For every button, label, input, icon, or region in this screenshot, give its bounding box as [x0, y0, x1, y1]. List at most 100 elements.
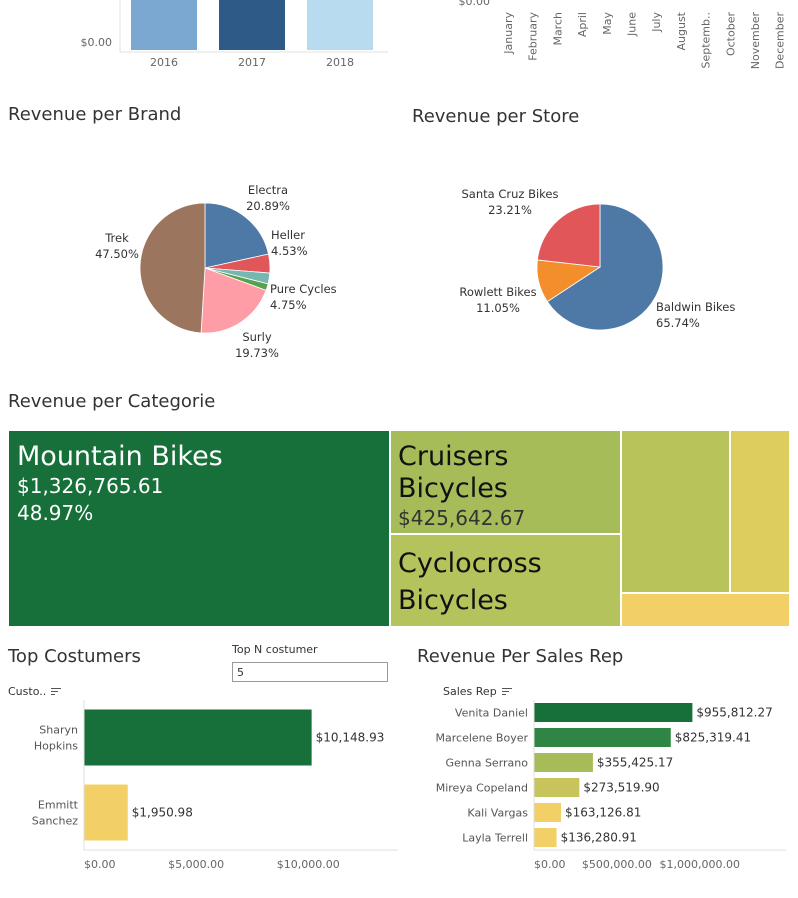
bar-value-label: $825,319.41	[675, 731, 751, 745]
month-tick-label: December	[774, 12, 787, 70]
top-n-filter-input[interactable]	[232, 662, 388, 682]
bar-value-label: $273,519.90	[583, 781, 659, 795]
month-tick-label: August	[675, 11, 688, 50]
top-n-filter-label: Top N costumer	[232, 643, 318, 656]
month-y-tick-label: $0.00	[459, 0, 491, 8]
x-tick-label: $0.00	[84, 858, 116, 871]
treemap-cell-percent: 48.97%	[17, 501, 94, 525]
bar[interactable]	[534, 828, 557, 847]
category-label: Emmitt	[38, 799, 79, 812]
month-tick-label: June	[626, 12, 639, 37]
year-tick-label: 2018	[326, 56, 354, 69]
bar[interactable]	[534, 728, 671, 747]
sales-rep-sort-header[interactable]: Sales Rep	[443, 685, 512, 698]
x-tick-label: $10,000.00	[277, 858, 340, 871]
x-tick-label: $1,000,000.00	[659, 858, 739, 871]
customers-header-label: Custo..	[8, 685, 47, 698]
sales-rep-header-label: Sales Rep	[443, 685, 497, 698]
treemap-cell-mountain-bikes[interactable]: Mountain Bikes $1,326,765.61 48.97%	[8, 430, 390, 627]
pie-slice-label: Heller	[271, 228, 305, 242]
pie-slice-label: Rowlett Bikes	[459, 285, 536, 299]
pie-slice-label: Trek	[104, 231, 129, 245]
brand-pie-chart[interactable]: Electra 20.89% Heller 4.53% Pure Cycles 4.75%…	[0, 150, 400, 380]
treemap-cell-name: Cruisers Bicycles	[398, 441, 509, 504]
category-label: Sharyn	[39, 724, 78, 737]
pie-slice-percent: 4.53%	[271, 244, 308, 258]
customers-bar-chart[interactable]: $10,148.93 Sharyn Hopkins $1,950.98 Emmitt Sa…	[0, 700, 400, 880]
pie-slice[interactable]	[139, 202, 206, 334]
x-tick-label: $5,000.00	[168, 858, 224, 871]
category-label: Mireya Copeland	[436, 782, 528, 795]
year-tick-label: 2017	[238, 56, 266, 69]
category-label: Hopkins	[34, 740, 78, 753]
category-label: Genna Serrano	[445, 757, 528, 770]
month-tick-label: March	[551, 12, 564, 46]
year-tick-label: 2016	[150, 56, 178, 69]
year-bar-chart: $0.00 2016 2017 2018	[81, 0, 388, 69]
customers-chart-title: Top Costumers	[8, 646, 141, 667]
bar[interactable]	[84, 709, 312, 766]
month-line-chart: $0.00 January February March April May June Ju…	[459, 0, 787, 70]
sales-rep-chart-title: Revenue Per Sales Rep	[417, 646, 624, 667]
pie-slice-label: Surly	[242, 330, 272, 344]
treemap-cell-cruisers-bicycles[interactable]: Cruisers Bicycles $425,642.67	[390, 430, 621, 534]
category-label: Kali Vargas	[467, 807, 528, 820]
x-tick-label: $500,000.00	[582, 858, 652, 871]
year-bar[interactable]	[219, 0, 285, 50]
category-label: Venita Daniel	[455, 707, 528, 720]
treemap-cell-unlabeled-2[interactable]	[730, 430, 790, 593]
x-tick-label: $0.00	[534, 858, 566, 871]
store-pie-chart[interactable]: Baldwin Bikes 65.74% Rowlett Bikes 11.05% Sa…	[400, 150, 798, 380]
bar-value-label: $355,425.17	[597, 756, 673, 770]
year-bar[interactable]	[131, 0, 197, 50]
treemap-cell-value: $425,642.67	[398, 506, 526, 530]
brand-chart-title: Revenue per Brand	[8, 104, 182, 125]
bar[interactable]	[534, 803, 562, 822]
bar[interactable]	[84, 784, 128, 841]
treemap-cell-name: Mountain Bikes	[17, 441, 223, 472]
sales-rep-bar-chart[interactable]: $955,812.27 Venita Daniel $825,319.41 Marce…	[400, 700, 798, 880]
pie-slice-percent: 4.75%	[270, 298, 307, 312]
bar-value-label: $955,812.27	[696, 706, 772, 720]
bar[interactable]	[534, 753, 593, 772]
category-chart-title: Revenue per Categorie	[8, 391, 216, 412]
store-chart-title: Revenue per Store	[412, 106, 580, 127]
month-tick-label: May	[601, 12, 614, 35]
category-label: Sanchez	[32, 815, 78, 828]
customers-sort-header[interactable]: Custo..	[8, 685, 62, 698]
year-bar[interactable]	[307, 0, 373, 50]
month-tick-label: April	[576, 12, 589, 37]
month-tick-label: Septemb..	[700, 12, 713, 69]
treemap-cell-name: Cyclocross Bicycles	[398, 548, 542, 616]
month-tick-label: January	[502, 12, 515, 55]
sort-icon[interactable]	[51, 687, 62, 696]
pie-slice-percent: 11.05%	[476, 301, 520, 315]
treemap-cell-value: $1,326,765.61	[17, 474, 164, 498]
treemap-cell-unlabeled-3[interactable]	[621, 593, 790, 627]
pie-slice-percent: 65.74%	[656, 316, 700, 330]
month-tick-label: February	[527, 12, 540, 61]
bar-value-label: $136,280.91	[561, 831, 637, 845]
bar-value-label: $1,950.98	[132, 806, 193, 820]
bar[interactable]	[534, 778, 580, 797]
bar-value-label: $10,148.93	[316, 731, 385, 745]
year-y-tick-label: $0.00	[81, 36, 113, 49]
pie-slice[interactable]	[200, 267, 267, 334]
treemap-cell-cyclocross-bicycles[interactable]: Cyclocross Bicycles	[390, 534, 621, 627]
category-label: Marcelene Boyer	[436, 732, 529, 745]
pie-slice-percent: 20.89%	[246, 199, 290, 213]
bar[interactable]	[534, 703, 693, 722]
pie-slice-label: Pure Cycles	[270, 282, 337, 296]
month-tick-label: July	[650, 12, 663, 33]
pie-slice-percent: 19.73%	[235, 346, 279, 360]
pie-slice-label: Santa Cruz Bikes	[462, 187, 559, 201]
pie-slice[interactable]	[536, 203, 601, 268]
sort-icon[interactable]	[501, 687, 512, 696]
pie-slice[interactable]	[204, 202, 269, 269]
category-label: Layla Terrell	[462, 832, 528, 845]
pie-slice-label: Baldwin Bikes	[656, 300, 735, 314]
category-treemap: Mountain Bikes $1,326,765.61 48.97% Crui…	[8, 430, 790, 627]
pie-slice[interactable]	[546, 203, 664, 331]
treemap-cell-unlabeled-1[interactable]	[621, 430, 730, 593]
month-tick-label: November	[749, 12, 762, 70]
